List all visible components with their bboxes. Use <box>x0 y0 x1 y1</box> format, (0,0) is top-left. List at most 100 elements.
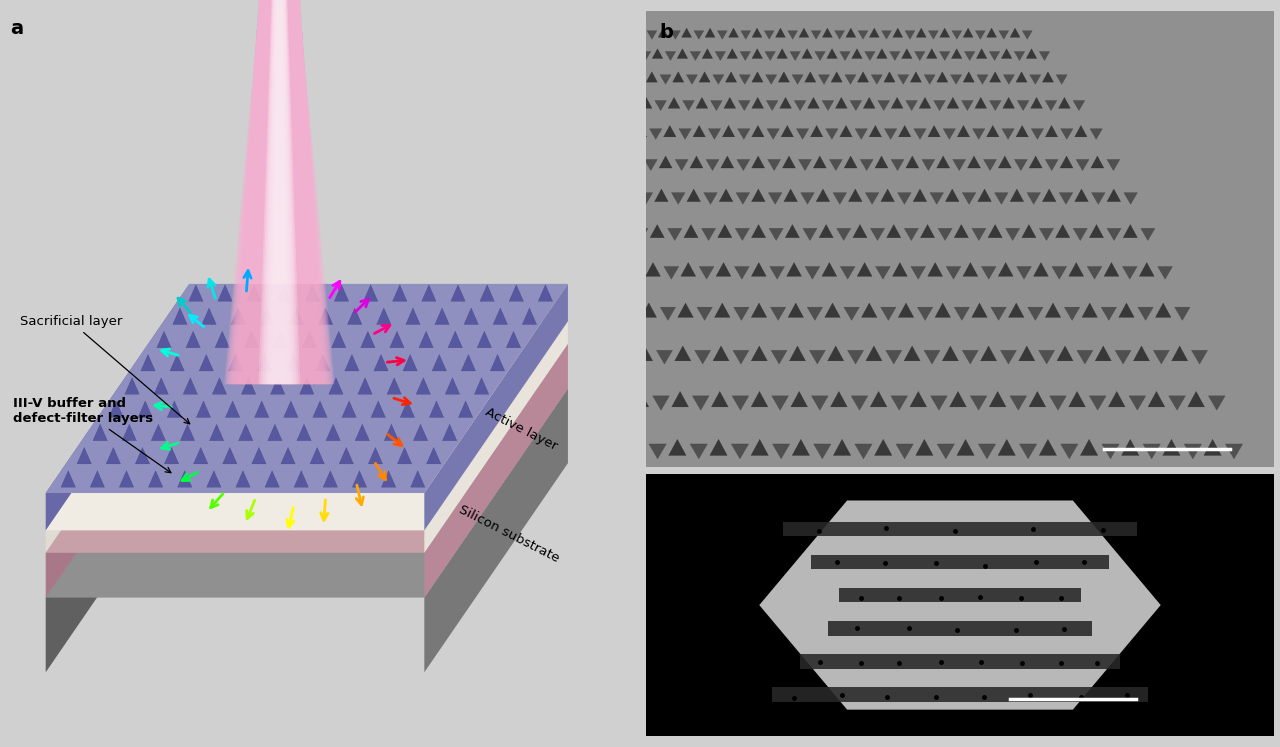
Polygon shape <box>838 588 1082 602</box>
Polygon shape <box>265 0 294 384</box>
Polygon shape <box>677 49 687 58</box>
Polygon shape <box>777 49 787 58</box>
Polygon shape <box>913 189 927 202</box>
Polygon shape <box>836 490 854 506</box>
Polygon shape <box>727 49 737 58</box>
Polygon shape <box>767 128 780 140</box>
Polygon shape <box>826 128 838 140</box>
Polygon shape <box>1046 101 1057 111</box>
Polygon shape <box>860 159 873 170</box>
Polygon shape <box>227 0 333 384</box>
Polygon shape <box>989 52 1000 61</box>
Polygon shape <box>791 391 808 407</box>
Polygon shape <box>598 346 614 361</box>
Polygon shape <box>716 52 726 61</box>
Polygon shape <box>1107 189 1120 202</box>
Polygon shape <box>940 52 950 61</box>
Polygon shape <box>987 125 998 137</box>
Polygon shape <box>982 267 996 279</box>
Polygon shape <box>429 401 444 418</box>
Polygon shape <box>276 285 291 301</box>
Polygon shape <box>1092 193 1105 204</box>
Polygon shape <box>751 156 764 168</box>
Polygon shape <box>334 285 348 301</box>
Polygon shape <box>998 439 1015 456</box>
Polygon shape <box>559 495 577 510</box>
Polygon shape <box>641 303 657 317</box>
Polygon shape <box>732 396 749 410</box>
Polygon shape <box>125 378 140 394</box>
Polygon shape <box>224 0 335 384</box>
Polygon shape <box>869 28 879 37</box>
Text: III-V buffer and
defect-filter layers: III-V buffer and defect-filter layers <box>13 397 172 473</box>
Polygon shape <box>659 156 672 168</box>
Polygon shape <box>928 262 942 276</box>
Polygon shape <box>522 308 536 324</box>
Polygon shape <box>781 125 794 137</box>
Polygon shape <box>1107 159 1120 170</box>
Polygon shape <box>252 447 266 464</box>
Polygon shape <box>403 355 417 371</box>
Polygon shape <box>884 128 897 140</box>
Polygon shape <box>733 350 749 364</box>
Polygon shape <box>708 128 721 140</box>
Text: a: a <box>10 19 23 37</box>
Polygon shape <box>922 159 934 170</box>
Polygon shape <box>567 303 582 317</box>
Polygon shape <box>980 346 997 361</box>
Polygon shape <box>737 128 750 140</box>
Polygon shape <box>164 447 179 464</box>
Polygon shape <box>836 97 847 108</box>
Polygon shape <box>1039 439 1056 456</box>
Polygon shape <box>710 101 722 111</box>
Polygon shape <box>943 128 956 140</box>
Polygon shape <box>212 378 227 394</box>
Polygon shape <box>458 401 472 418</box>
Polygon shape <box>687 189 700 202</box>
Polygon shape <box>707 159 719 170</box>
Polygon shape <box>751 439 768 456</box>
Polygon shape <box>640 52 650 61</box>
Polygon shape <box>810 125 823 137</box>
Polygon shape <box>855 128 868 140</box>
Polygon shape <box>933 101 946 111</box>
Polygon shape <box>940 28 950 37</box>
Polygon shape <box>1192 350 1207 364</box>
Polygon shape <box>988 225 1002 238</box>
Polygon shape <box>603 495 621 510</box>
Polygon shape <box>887 225 901 238</box>
Polygon shape <box>361 331 375 347</box>
Polygon shape <box>1076 159 1089 170</box>
Polygon shape <box>210 424 224 441</box>
Polygon shape <box>260 0 298 384</box>
Polygon shape <box>844 307 859 320</box>
Polygon shape <box>374 355 388 371</box>
Polygon shape <box>227 0 332 384</box>
Polygon shape <box>119 471 133 487</box>
Polygon shape <box>865 52 876 61</box>
Polygon shape <box>1188 391 1204 407</box>
Polygon shape <box>390 331 404 347</box>
Polygon shape <box>937 444 955 459</box>
Text: Silicon substrate: Silicon substrate <box>457 503 562 565</box>
Polygon shape <box>323 471 338 487</box>
Polygon shape <box>772 444 790 459</box>
Polygon shape <box>1178 490 1196 506</box>
Polygon shape <box>1004 75 1015 84</box>
Polygon shape <box>906 156 919 168</box>
Polygon shape <box>790 52 800 61</box>
Polygon shape <box>1133 346 1149 361</box>
Polygon shape <box>769 229 783 241</box>
Polygon shape <box>600 229 614 241</box>
Polygon shape <box>329 378 343 394</box>
Polygon shape <box>1119 303 1134 317</box>
Polygon shape <box>1018 101 1029 111</box>
Polygon shape <box>989 72 1001 82</box>
Polygon shape <box>1029 391 1046 407</box>
Polygon shape <box>778 72 790 82</box>
Polygon shape <box>1091 128 1102 140</box>
Polygon shape <box>684 225 698 238</box>
Polygon shape <box>751 303 767 317</box>
Polygon shape <box>1123 267 1137 279</box>
Polygon shape <box>876 156 888 168</box>
